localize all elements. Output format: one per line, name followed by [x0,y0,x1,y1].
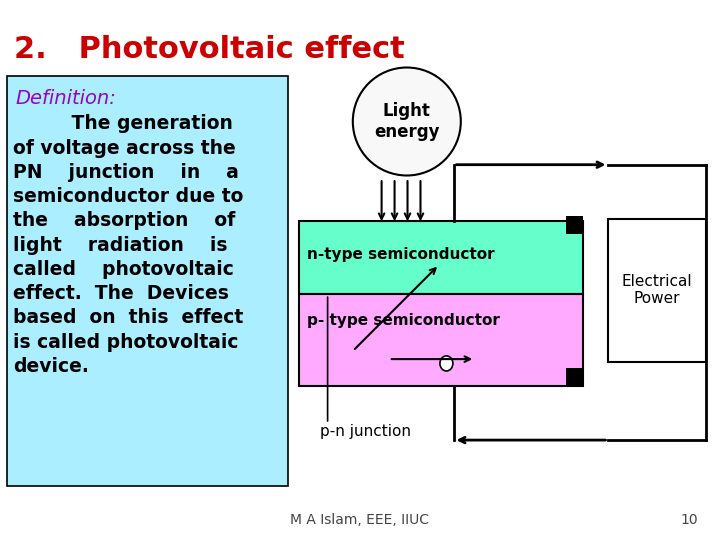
Text: Light
energy: Light energy [374,102,439,141]
Text: p- type semiconductor: p- type semiconductor [307,313,500,327]
Bar [299,294,583,386]
Bar [608,219,706,362]
Text: 10: 10 [681,512,698,526]
Text: Electrical
Power: Electrical Power [621,274,693,306]
Text: n-type semiconductor: n-type semiconductor [307,247,495,262]
Text: Definition:: Definition: [16,89,117,108]
Ellipse shape [440,356,453,371]
Bar [566,216,583,234]
Bar [299,221,583,294]
Text: M A Islam, EEE, IIUC: M A Islam, EEE, IIUC [290,512,430,526]
Bar [7,76,288,486]
Bar [566,368,583,386]
Text: The generation
of voltage across the
PN    junction    in    a
semiconductor due: The generation of voltage across the PN … [13,114,243,376]
Text: p-n junction: p-n junction [320,424,411,439]
Text: 2.   Photovoltaic effect: 2. Photovoltaic effect [14,35,405,64]
Ellipse shape [353,68,461,176]
